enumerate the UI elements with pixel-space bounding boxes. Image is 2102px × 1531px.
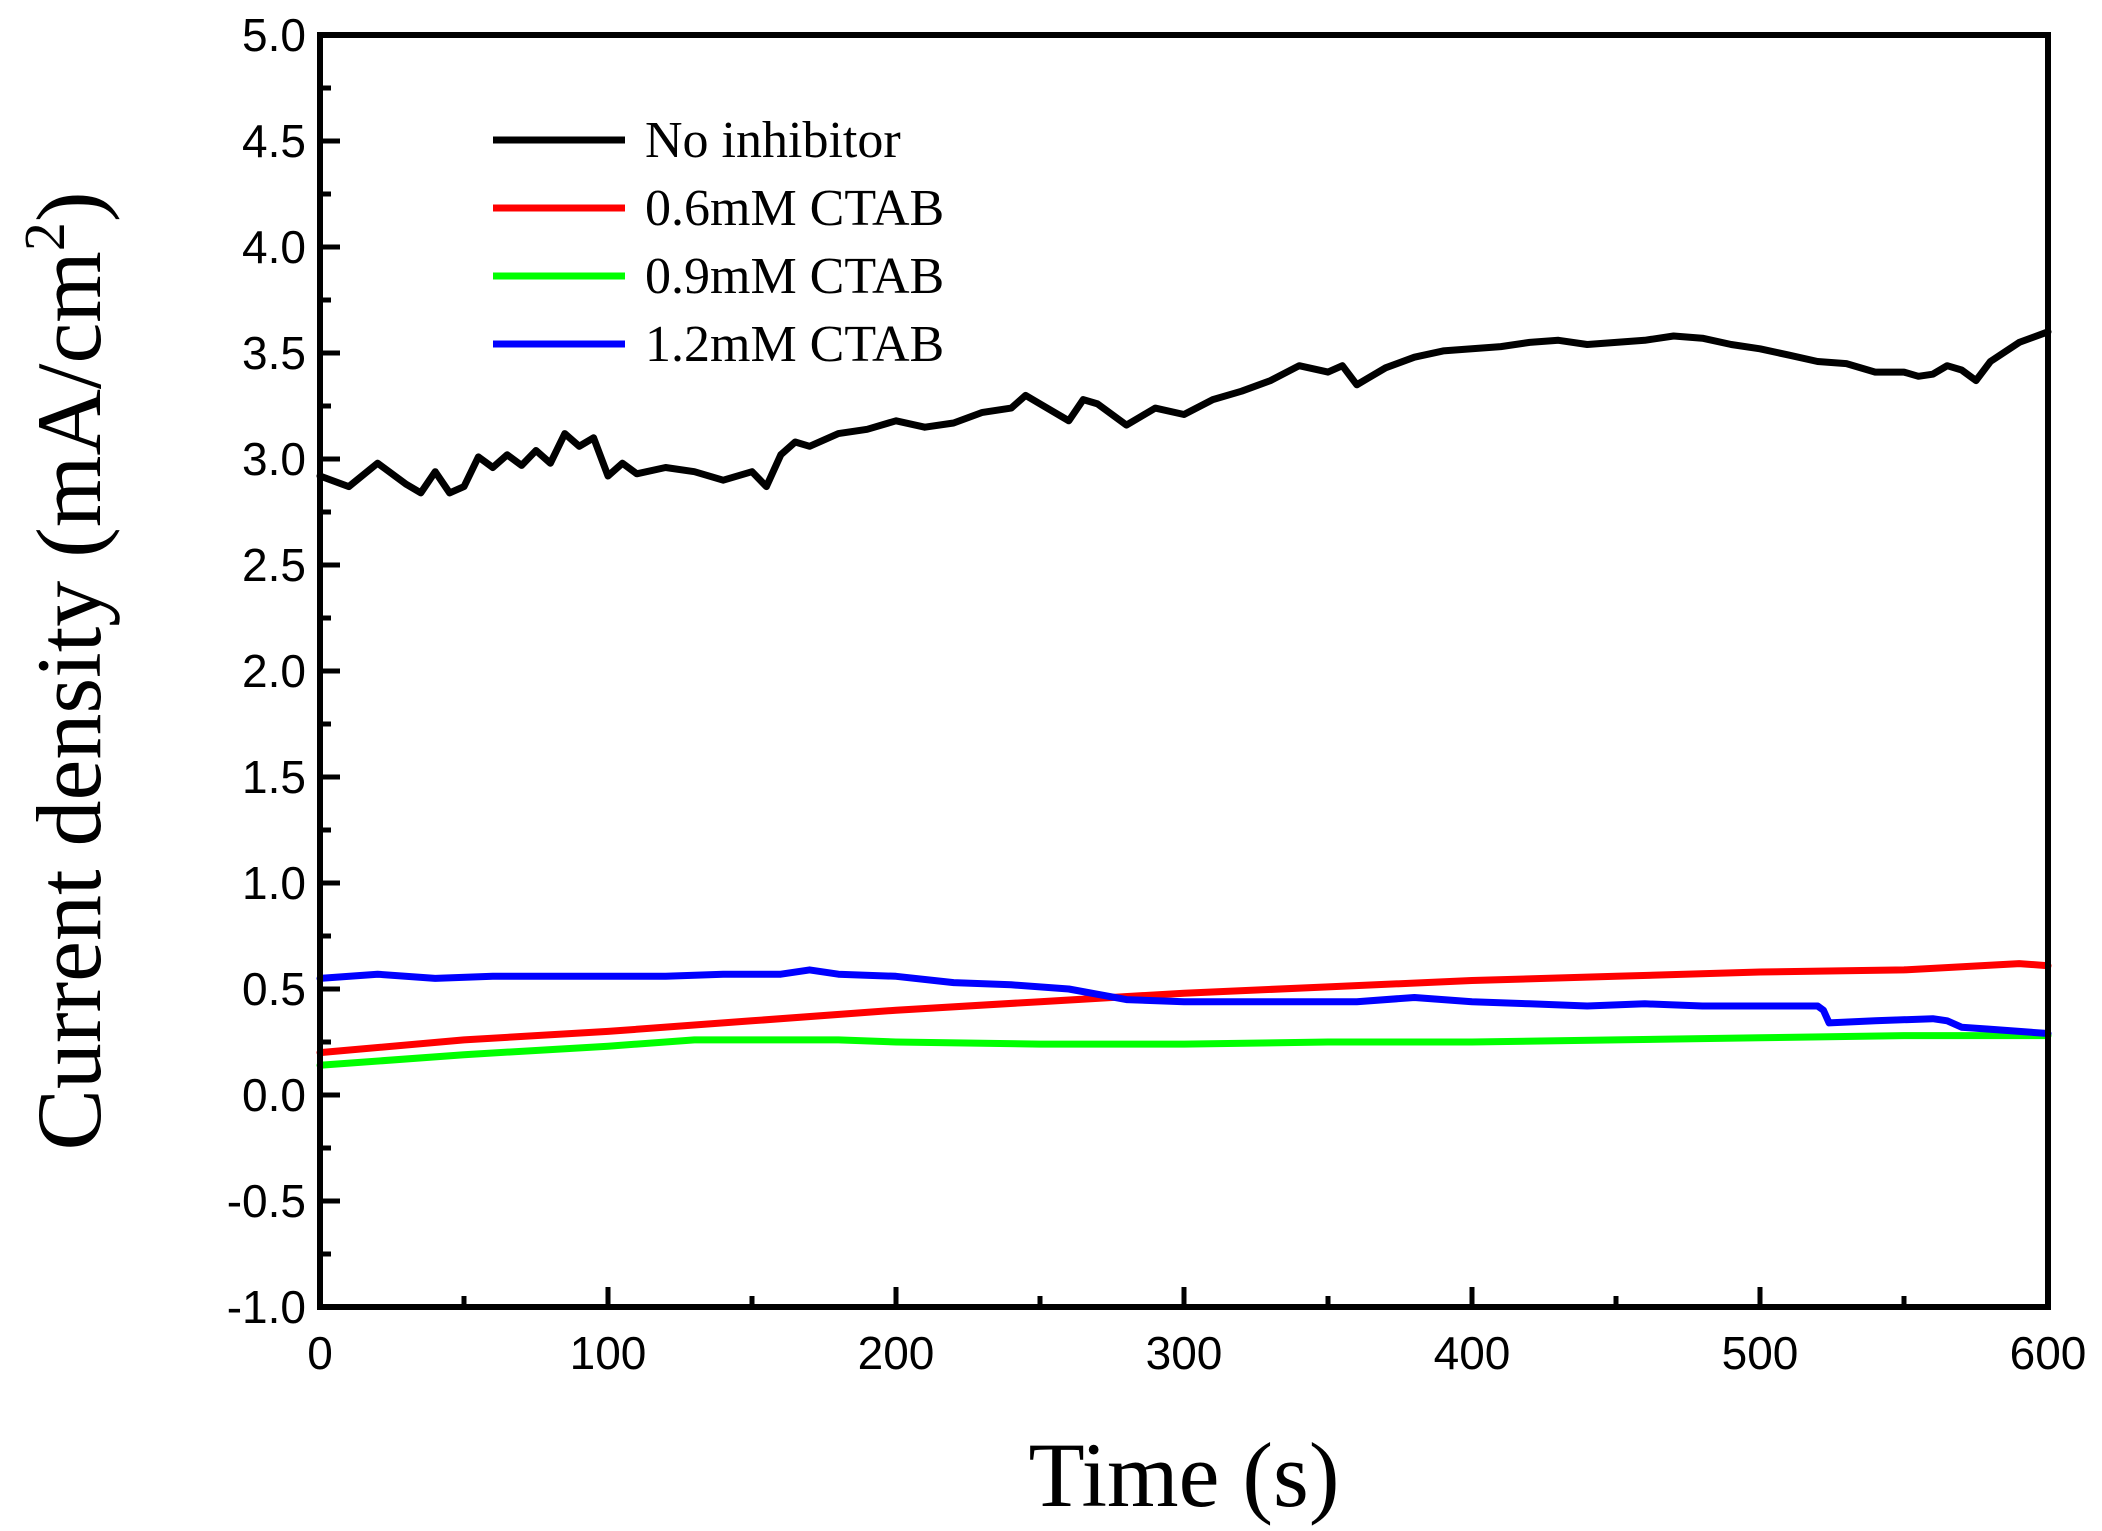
y-tick-label: 5.0 bbox=[242, 9, 306, 61]
y-tick-label: 2.5 bbox=[242, 539, 306, 591]
series-line-3 bbox=[316, 1032, 2052, 1069]
y-axis-title-close: ) bbox=[18, 191, 120, 222]
series-line-1 bbox=[316, 328, 2052, 497]
x-tick-label: 500 bbox=[1722, 1327, 1799, 1379]
x-tick-label: 100 bbox=[570, 1327, 647, 1379]
legend: No inhibitor 0.6mM CTAB 0.9mM CTAB 1.2mM CT… bbox=[493, 112, 944, 373]
y-axis-title-sup: 2 bbox=[12, 222, 77, 251]
x-tick-label: 0 bbox=[307, 1327, 333, 1379]
y-tick-label: 2.0 bbox=[242, 645, 306, 697]
plot-frame bbox=[317, 32, 2051, 1310]
legend-label-1: No inhibitor bbox=[645, 112, 901, 169]
series-line-4 bbox=[316, 966, 2052, 1037]
y-tick-label: 0.0 bbox=[242, 1069, 306, 1121]
y-axis-title: Current density (mA/cm2) bbox=[12, 191, 120, 1150]
y-tick-label: 1.5 bbox=[242, 751, 306, 803]
series-line-2 bbox=[316, 960, 2052, 1057]
y-axis: -1.0 -0.5 0.0 0.5 1.0 1.5 2.0 2.5 3.0 3.5 4.0 4.5 5.… bbox=[227, 9, 340, 1333]
y-tick-label: 3.0 bbox=[242, 433, 306, 485]
legend-label-2: 0.6mM CTAB bbox=[645, 180, 944, 237]
y-tick-label: 4.5 bbox=[242, 115, 306, 167]
y-tick-label: 1.0 bbox=[242, 857, 306, 909]
series-layer bbox=[316, 328, 2052, 1069]
x-tick-label: 400 bbox=[1434, 1327, 1511, 1379]
x-tick-label: 200 bbox=[858, 1327, 935, 1379]
x-tick-label: 600 bbox=[2010, 1327, 2087, 1379]
y-tick-label: -1.0 bbox=[227, 1281, 306, 1333]
y-tick-label: 0.5 bbox=[242, 963, 306, 1015]
legend-label-3: 0.9mM CTAB bbox=[645, 248, 944, 305]
y-tick-label: 4.0 bbox=[242, 221, 306, 273]
y-tick-label: 3.5 bbox=[242, 327, 306, 379]
x-axis: 0 100 200 300 400 500 600 bbox=[307, 1287, 2086, 1379]
x-axis-title: Time (s) bbox=[1029, 1424, 1340, 1526]
x-tick-label: 300 bbox=[1146, 1327, 1223, 1379]
legend-label-4: 1.2mM CTAB bbox=[645, 316, 944, 373]
y-tick-label: -0.5 bbox=[227, 1175, 306, 1227]
y-axis-title-main: Current density (mA/cm bbox=[18, 251, 120, 1150]
